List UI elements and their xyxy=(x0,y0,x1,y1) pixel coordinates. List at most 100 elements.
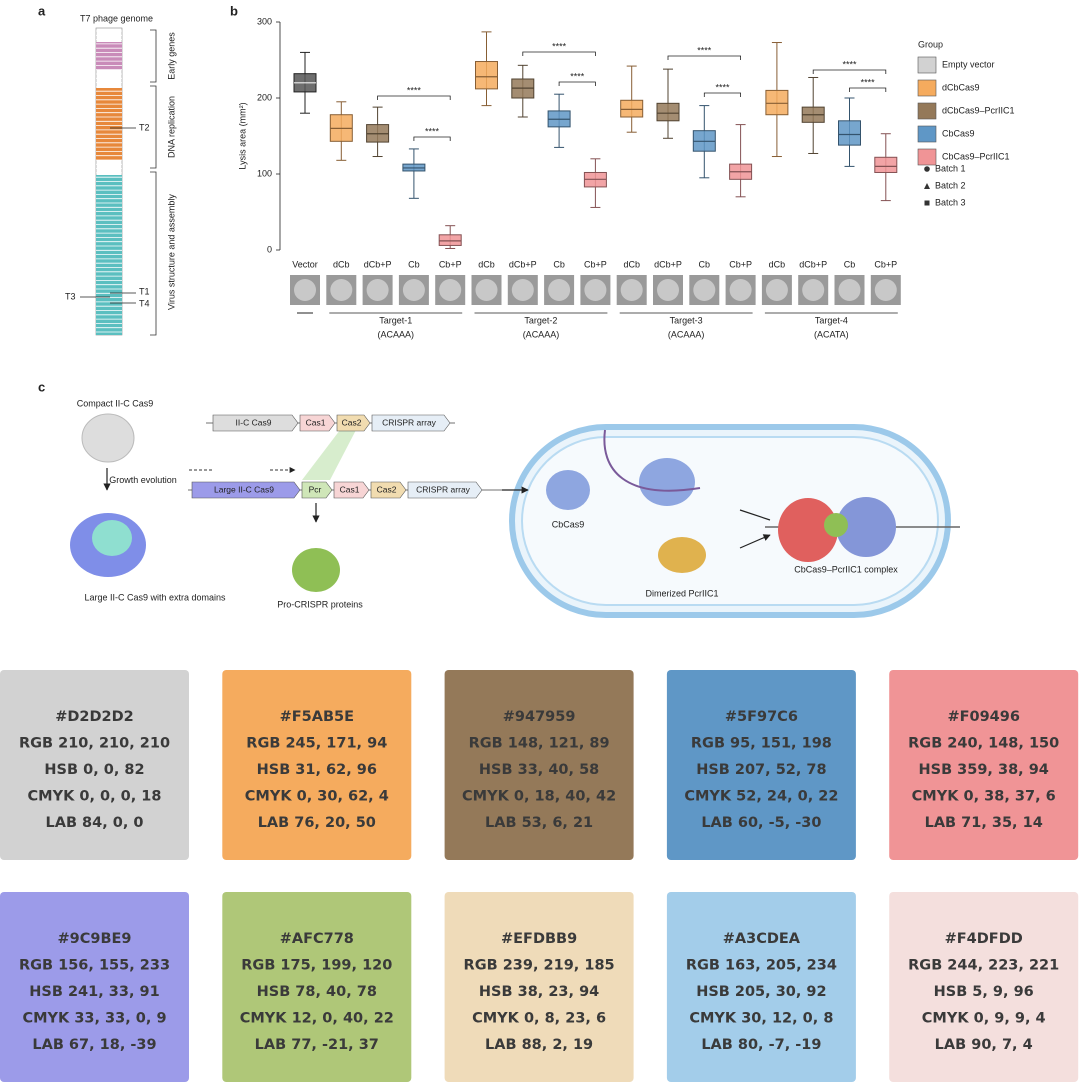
gene-label: Cas2 xyxy=(377,484,397,494)
marker: T2 xyxy=(139,122,150,132)
color-value: HSB 31, 62, 96 xyxy=(257,762,377,778)
significance-bracket xyxy=(377,95,451,100)
color-value: HSB 33, 40, 58 xyxy=(479,762,599,778)
section-label: DNA replication xyxy=(166,96,176,158)
color-value: LAB 88, 2, 19 xyxy=(485,1037,593,1053)
color-card xyxy=(666,892,856,1082)
color-value: HSB 207, 52, 78 xyxy=(696,762,826,778)
color-value: CMYK 52, 24, 0, 22 xyxy=(684,789,838,805)
cbcas9-dna xyxy=(639,458,695,506)
color-value: CMYK 12, 0, 40, 22 xyxy=(240,1011,394,1027)
legend-label: dCbCas9–PcrIIC1 xyxy=(942,105,1015,115)
gene xyxy=(407,481,483,499)
x-tick-label: Cb+P xyxy=(729,259,752,269)
significance-bracket xyxy=(558,81,596,86)
legend-swatch xyxy=(917,79,937,97)
color-value: RGB 210, 210, 210 xyxy=(19,736,170,752)
label: CbCas9–PcrIIC1 complex xyxy=(794,564,898,574)
batch-marker xyxy=(924,200,930,206)
color-value: LAB 60, -5, -30 xyxy=(701,815,821,831)
x-tick-label: Vector xyxy=(292,259,318,269)
x-tick-label: Cb+P xyxy=(874,259,897,269)
plaque xyxy=(475,279,498,301)
label: Growth evolution xyxy=(109,475,177,485)
color-value: #D2D2D2 xyxy=(55,709,134,725)
color-value: RGB 148, 121, 89 xyxy=(469,736,610,752)
gene-label: Cas1 xyxy=(306,417,326,427)
color-value: HSB 78, 40, 78 xyxy=(257,984,377,1000)
group-label: Target-1 xyxy=(379,315,412,325)
color-value: LAB 84, 0, 0 xyxy=(45,815,143,831)
color-value: #EFDBB9 xyxy=(501,931,577,947)
panel-label: c xyxy=(38,379,45,394)
gene-label: CRISPR array xyxy=(416,484,471,494)
color-value: RGB 95, 151, 198 xyxy=(691,736,832,752)
plaque xyxy=(657,279,679,301)
legend-label: Empty vector xyxy=(942,59,995,69)
y-tick-label: 100 xyxy=(257,168,272,178)
x-tick-label: dCb xyxy=(478,259,495,269)
label: Dimerized PcrIIC1 xyxy=(645,588,718,598)
gene xyxy=(333,481,370,499)
significance: **** xyxy=(407,85,422,95)
group-subtitle: (ACAAA) xyxy=(377,329,414,339)
plaque xyxy=(838,279,861,301)
color-value: HSB 38, 23, 94 xyxy=(479,984,599,1000)
significance-bracket xyxy=(667,55,741,60)
section-label: Early genes xyxy=(166,32,176,80)
box xyxy=(765,89,789,116)
color-value: #9C9BE9 xyxy=(57,931,131,947)
color-value: CMYK 0, 18, 40, 42 xyxy=(462,789,616,805)
color-value: CMYK 0, 8, 23, 6 xyxy=(472,1011,606,1027)
color-value: RGB 175, 199, 120 xyxy=(241,958,392,974)
significance: **** xyxy=(552,41,567,51)
x-tick-label: dCb+P xyxy=(364,259,392,269)
plaque xyxy=(620,279,643,301)
x-tick-label: dCb+P xyxy=(509,259,537,269)
gene xyxy=(371,414,451,432)
x-tick-label: dCb xyxy=(623,259,640,269)
genome-title: T7 phage genome xyxy=(80,13,153,23)
color-value: CMYK 0, 0, 0, 18 xyxy=(28,789,162,805)
gene xyxy=(299,414,336,432)
color-card xyxy=(0,670,189,860)
plaque xyxy=(330,279,353,301)
color-value: LAB 77, -21, 37 xyxy=(255,1037,379,1053)
legend-label: dCbCas9 xyxy=(942,82,980,92)
color-card xyxy=(222,670,412,860)
panel-label: a xyxy=(38,3,46,18)
color-value: LAB 90, 7, 4 xyxy=(935,1037,1033,1053)
gene-label: Large II-C Cas9 xyxy=(214,484,274,494)
color-card xyxy=(889,670,1079,860)
color-value: #F09496 xyxy=(947,709,1020,725)
significance-bracket xyxy=(703,92,741,97)
arrow xyxy=(739,509,770,549)
box xyxy=(838,120,861,146)
cell-inner xyxy=(521,436,939,606)
plaque xyxy=(693,279,716,301)
plaque xyxy=(874,279,897,301)
plaque xyxy=(802,279,825,301)
batch-label: Batch 1 xyxy=(935,163,966,173)
color-card xyxy=(444,670,634,860)
color-value: LAB 71, 35, 14 xyxy=(925,815,1043,831)
group-subtitle: (ACATA) xyxy=(814,329,849,339)
legend-title: Group xyxy=(918,39,943,49)
color-card xyxy=(889,892,1079,1082)
marker: T4 xyxy=(139,298,150,308)
color-value: CMYK 0, 38, 37, 6 xyxy=(912,789,1056,805)
group-subtitle: (ACAAA) xyxy=(523,329,560,339)
gene-label: Cas1 xyxy=(340,484,360,494)
group-label: Target-3 xyxy=(670,315,703,325)
gene xyxy=(191,481,301,499)
group-subtitle: (ACAAA) xyxy=(668,329,705,339)
plaque xyxy=(584,279,607,301)
batch-label: Batch 3 xyxy=(935,197,966,207)
label: Pro-CRISPR proteins xyxy=(277,599,363,609)
gene-label: Pcr xyxy=(309,484,322,494)
batch-label: Batch 2 xyxy=(935,180,966,190)
legend-swatch xyxy=(917,148,937,166)
batch-marker xyxy=(924,183,930,189)
zoom-shade xyxy=(302,430,356,480)
significance: **** xyxy=(861,77,876,87)
